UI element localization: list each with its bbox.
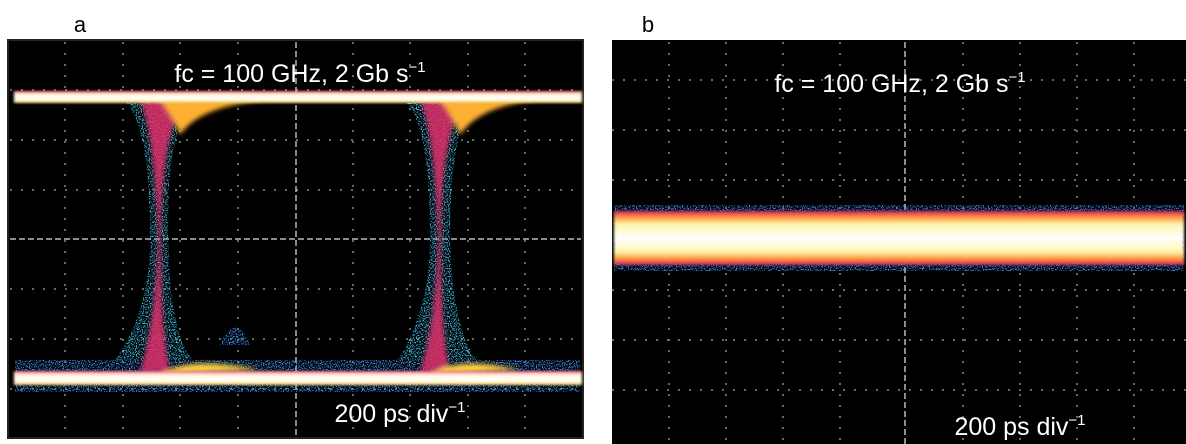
scope-annotation: 200 ps div−1 — [334, 399, 465, 428]
annotation-superscript: −1 — [1009, 69, 1026, 86]
annotation-text: 200 ps div — [954, 413, 1068, 441]
eye-bottom-rail — [14, 371, 582, 385]
annotation-text: fc = 100 GHz, 2 Gb s — [174, 60, 408, 88]
annotation-superscript: −1 — [1068, 412, 1085, 429]
panel-label: a — [74, 12, 87, 37]
eye-top-rail — [14, 91, 582, 103]
annotation-superscript: −1 — [409, 59, 426, 76]
annotation-text: fc = 100 GHz, 2 Gb s — [774, 70, 1008, 98]
scope-annotation: 200 ps div−1 — [954, 412, 1085, 441]
scope-annotation: fc = 100 GHz, 2 Gb s−1 — [774, 69, 1025, 98]
scope-panel-b: fc = 100 GHz, 2 Gb s−1 200 ps div−1 — [612, 40, 1186, 444]
graticule — [612, 42, 1186, 444]
panel-label: b — [642, 12, 654, 37]
signal-band — [614, 211, 1184, 265]
annotation-superscript: −1 — [448, 399, 465, 416]
scope-panel-a: fc = 100 GHz, 2 Gb s−1 200 ps div−1 — [7, 39, 584, 439]
eye-core — [140, 100, 540, 375]
annotation-text: 200 ps div — [334, 400, 448, 428]
scope-annotation: fc = 100 GHz, 2 Gb s−1 — [174, 59, 425, 88]
